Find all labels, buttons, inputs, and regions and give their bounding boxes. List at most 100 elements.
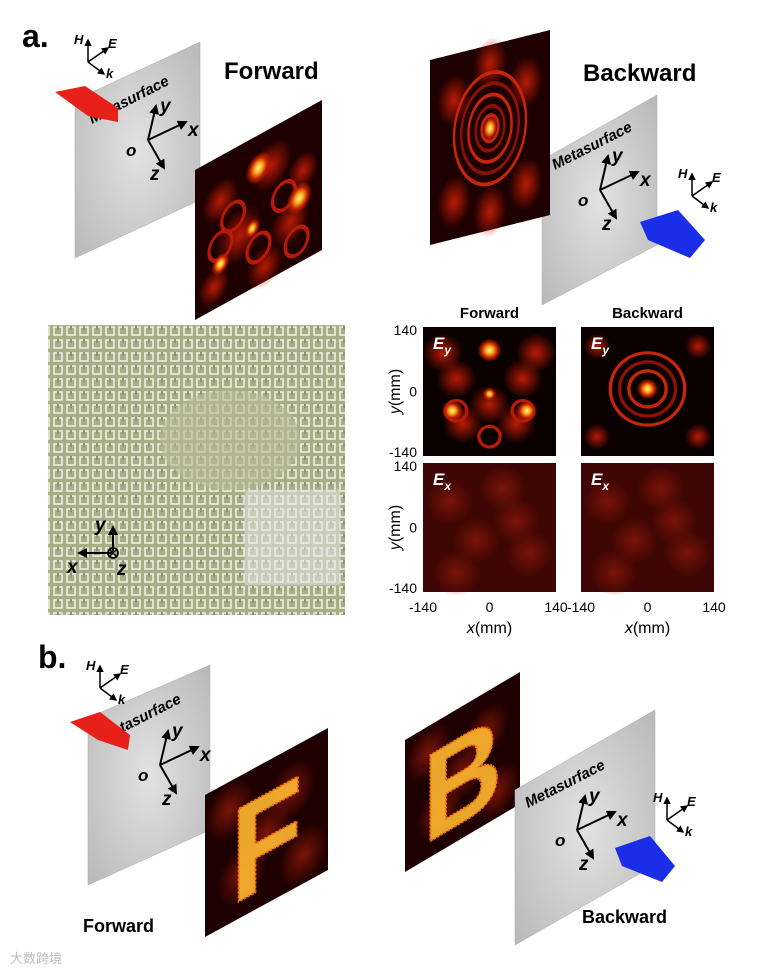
intensity-ring [283, 224, 310, 259]
label: y [159, 96, 172, 117]
field-map [581, 463, 714, 596]
label: E [108, 36, 117, 51]
arrow [147, 139, 165, 170]
field-map [423, 463, 556, 596]
field-subscript: y [443, 343, 452, 357]
label: E [687, 794, 696, 809]
photo-tone [160, 390, 300, 490]
label: H [678, 166, 688, 181]
intensity-spot [583, 333, 611, 360]
field-image [430, 29, 551, 246]
z-axis-symbol [108, 548, 118, 558]
metasurface-sheet [541, 94, 658, 306]
label: y [171, 721, 184, 742]
field-component: Ex [433, 470, 452, 493]
label: o [578, 191, 588, 210]
arrow [159, 764, 177, 795]
arrow [87, 47, 110, 63]
arrow [147, 104, 160, 141]
label: 140 [394, 322, 418, 338]
intensity-spot [492, 497, 541, 545]
label: y [94, 515, 107, 536]
label: k [106, 66, 114, 81]
label: 0 [486, 599, 494, 615]
label: x [66, 557, 79, 578]
intensity-ring [245, 230, 272, 265]
field-subscript: y [601, 343, 610, 357]
arrow [99, 673, 122, 689]
axis-var: x [466, 620, 476, 637]
label: E [120, 662, 129, 677]
label: H [653, 790, 663, 805]
intensity-spot [509, 157, 543, 211]
intensity-spot [636, 378, 659, 400]
intensity-spot [473, 185, 507, 238]
intensity-spot [287, 150, 319, 191]
axis-unit: (mm) [475, 620, 512, 637]
label: H [86, 658, 96, 673]
arrow [666, 819, 685, 833]
arrow [159, 745, 200, 766]
intensity-spot [405, 723, 451, 783]
arrow [666, 805, 689, 821]
intensity-spot [684, 423, 712, 450]
intensity-ring [460, 81, 521, 176]
arrow [599, 170, 640, 191]
axis-var: x [624, 620, 634, 637]
metasurface-sheet [74, 41, 201, 259]
zoom-inset [244, 489, 341, 586]
intensity-spot [509, 56, 543, 109]
intensity-spot [241, 801, 292, 864]
label: o [555, 831, 565, 850]
intensity-spot [516, 333, 556, 373]
label: E [712, 170, 721, 185]
field-subscript: x [443, 479, 452, 493]
label: 0 [409, 384, 417, 400]
field-image: B [405, 671, 520, 873]
incident-beam [640, 210, 705, 258]
intensity-spot [590, 549, 639, 596]
intensity-spot [286, 181, 312, 215]
label: -140 [567, 599, 595, 615]
field-component: Ey [591, 334, 610, 357]
intensity-ring [627, 369, 668, 409]
intensity-spot [211, 252, 230, 276]
label: x [616, 810, 629, 831]
axis-title: x(mm) [466, 620, 512, 637]
axis-unit: (mm) [387, 505, 404, 542]
arrow [576, 794, 589, 831]
intensity-spot [423, 333, 463, 373]
label: 0 [409, 520, 417, 536]
arrow [599, 154, 612, 191]
intensity-spot [469, 385, 510, 424]
intensity-ring [608, 351, 687, 427]
intensity-ring [477, 424, 502, 449]
intensity-spot [205, 778, 255, 842]
intensity-ring [452, 70, 528, 187]
label: Backward [612, 305, 683, 322]
axis-unit: (mm) [387, 369, 404, 406]
metasurface-sheet [87, 664, 211, 886]
incident-beam [615, 836, 675, 882]
field-component: E [433, 334, 445, 353]
label: -140 [389, 444, 417, 460]
label: Forward [460, 305, 519, 322]
label: Backward [582, 907, 667, 927]
field-image [195, 100, 322, 320]
intensity-spot [477, 338, 502, 362]
intensity-spot [247, 243, 283, 290]
intensity-spot [583, 478, 632, 525]
label: 140 [394, 458, 418, 474]
intensity-spot [202, 177, 239, 225]
intensity-spot [481, 115, 499, 142]
intensity-spot [198, 267, 230, 307]
label: a. [22, 18, 49, 54]
intensity-ring [474, 103, 506, 153]
intensity-spot [244, 218, 260, 239]
hologram-letter: B [423, 686, 502, 873]
label: Forward [224, 58, 319, 85]
field-map [423, 327, 556, 456]
label: x [199, 745, 212, 766]
intensity-spot [439, 742, 486, 802]
field-subscript: x [601, 479, 610, 493]
